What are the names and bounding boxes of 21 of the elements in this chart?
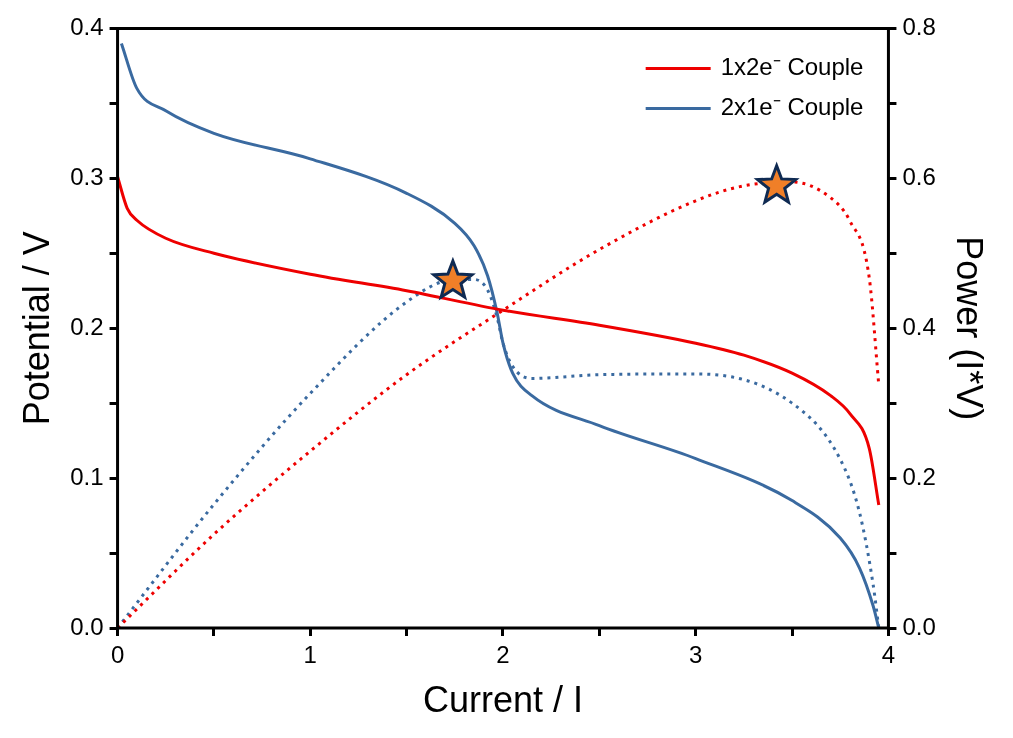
- y-tick-label: 0.0: [70, 612, 104, 640]
- y2-tick-label: 0.6: [902, 162, 936, 190]
- y-tick-label: 0.2: [70, 312, 104, 340]
- y-tick-label: 0.1: [70, 462, 104, 490]
- x-tick-label: 4: [881, 641, 896, 669]
- x-axis-title: Current / I: [422, 679, 584, 721]
- y-tick-label: 0.4: [70, 13, 104, 41]
- y2-tick-label: 0.0: [902, 612, 936, 640]
- y2-tick-label: 0.2: [902, 462, 936, 490]
- x-tick-label: 2: [496, 641, 510, 669]
- x-tick-label: 0: [110, 641, 125, 669]
- y2-axis-title: Power (I*V): [949, 236, 991, 421]
- y-axis-title: Potential / V: [15, 231, 57, 426]
- y-tick-label: 0.3: [70, 162, 104, 190]
- x-tick-label: 3: [689, 641, 703, 669]
- y2-tick-label: 0.4: [902, 312, 936, 340]
- x-tick-label: 1: [303, 641, 317, 669]
- y2-tick-label: 0.8: [902, 13, 936, 41]
- line-series: [117, 180, 881, 628]
- legend-label: 2x1e⁻ Couple: [720, 93, 864, 121]
- legend-label: 1x2e⁻ Couple: [720, 53, 864, 81]
